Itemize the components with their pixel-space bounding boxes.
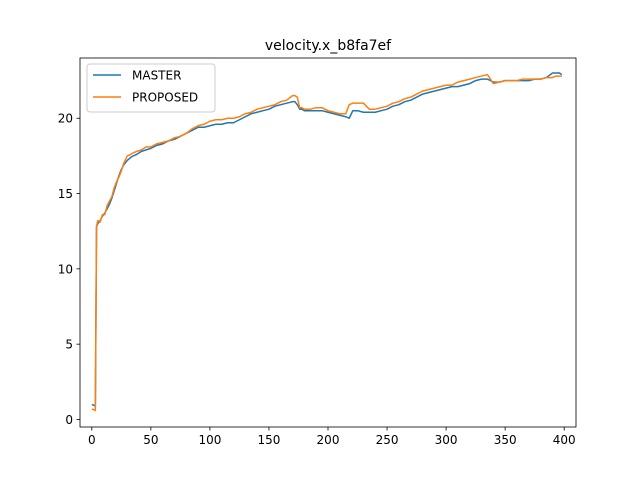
legend-label-proposed: PROPOSED: [132, 91, 198, 105]
x-tick-label: 100: [198, 433, 221, 447]
legend[interactable]: MASTER PROPOSED: [86, 63, 216, 113]
x-tick-label: 150: [257, 433, 280, 447]
series-line-proposed: [91, 73, 562, 412]
legend-box: [86, 63, 216, 113]
y-tick-label: 20: [58, 112, 73, 126]
x-tick-label: 200: [317, 433, 340, 447]
y-tick-label: 15: [58, 187, 73, 201]
y-tick-label: 0: [65, 413, 73, 427]
y-tick-label: 10: [58, 262, 73, 276]
x-tick-label: 250: [376, 433, 399, 447]
y-axis: 0 5 10 15 20: [58, 112, 80, 427]
x-tick-label: 300: [435, 433, 458, 447]
y-tick-label: 5: [65, 338, 73, 352]
x-tick-label: 400: [553, 433, 576, 447]
x-tick-label: 0: [88, 433, 96, 447]
plot-frame: [79, 57, 577, 428]
x-tick-label: 350: [494, 433, 517, 447]
plot-lines: [91, 72, 563, 412]
x-tick-label: 50: [143, 433, 158, 447]
chart-title: velocity.x_b8fa7ef: [265, 38, 392, 54]
x-axis: 0 50 100 150 200 250 300 350 400: [88, 427, 576, 447]
legend-label-master: MASTER: [132, 69, 181, 83]
series-line-master: [91, 72, 563, 407]
